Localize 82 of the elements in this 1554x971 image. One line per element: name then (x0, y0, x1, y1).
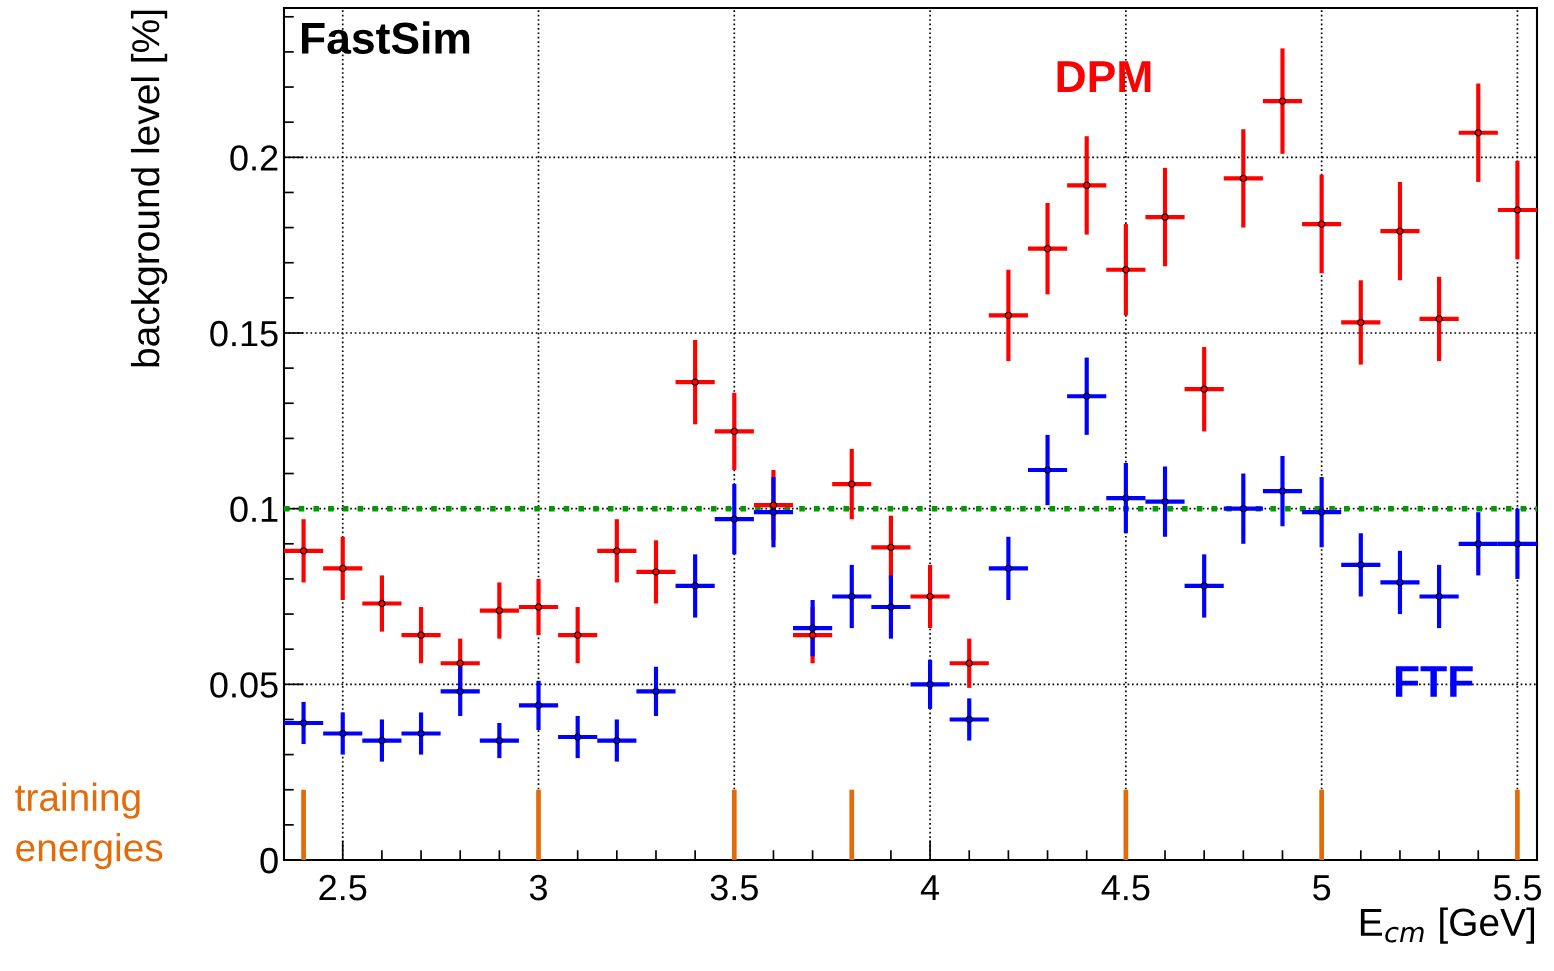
point (456, 659, 464, 667)
point (573, 631, 582, 639)
series-label: FTF (1395, 666, 1473, 697)
point (691, 378, 699, 386)
x-tick-label: 5 (1313, 875, 1331, 901)
x-tick-label: 3 (529, 874, 547, 901)
x-tick-label: 2.5 (319, 874, 367, 901)
y-tick-label: 0 (260, 847, 278, 874)
point (339, 729, 347, 738)
point (1396, 578, 1404, 587)
point (1083, 392, 1091, 400)
y-tick-label: 0.1 (230, 496, 278, 523)
text: DPM (1057, 61, 1151, 92)
annotation: FastSim (302, 21, 470, 55)
point (495, 606, 504, 615)
x-tick-label: 5.5 (1493, 875, 1542, 901)
point (1278, 487, 1287, 495)
point (1083, 181, 1091, 190)
x-axis-title: E$_{cm}$ [GeV] (1360, 907, 1535, 944)
point (613, 736, 621, 745)
point (1357, 561, 1365, 569)
y-tick-label: 0.15 (210, 320, 278, 347)
point (1474, 540, 1482, 548)
point (848, 592, 856, 601)
point (730, 515, 738, 523)
point (848, 480, 856, 488)
point (456, 687, 464, 696)
point (1474, 129, 1482, 137)
point (1043, 466, 1052, 474)
point (769, 501, 778, 509)
point (534, 701, 543, 710)
point (1513, 206, 1522, 214)
point (1161, 213, 1169, 221)
point (652, 568, 660, 576)
point (691, 582, 699, 590)
point (613, 547, 621, 555)
point (1317, 220, 1326, 228)
point (1239, 504, 1248, 513)
point (1200, 385, 1208, 393)
point (1122, 494, 1130, 502)
y-axis-title: background level [%] (130, 10, 168, 367)
point (769, 508, 778, 516)
point (1161, 497, 1169, 506)
point (299, 719, 308, 727)
point (495, 736, 504, 745)
point (1396, 227, 1404, 235)
point (299, 547, 308, 555)
point (808, 624, 817, 632)
point (1357, 318, 1365, 327)
point (1004, 311, 1013, 320)
point (378, 599, 386, 608)
point (417, 631, 425, 639)
point (1435, 592, 1443, 601)
x-tick-label: 3.5 (710, 874, 758, 901)
point (730, 427, 738, 436)
point (1513, 540, 1522, 548)
point (808, 631, 817, 639)
point (417, 729, 425, 738)
point (1317, 508, 1326, 516)
point (339, 564, 347, 573)
point (573, 733, 582, 741)
point (1004, 564, 1013, 573)
point (965, 715, 973, 724)
x-tick-label: 4 (920, 875, 940, 901)
point (965, 659, 973, 667)
point (926, 680, 934, 689)
point (1122, 266, 1130, 274)
point (1043, 244, 1052, 253)
point (1239, 174, 1248, 183)
point (887, 603, 895, 611)
point (887, 543, 895, 551)
point (378, 736, 386, 745)
point (652, 687, 660, 696)
y-tick-label: 0.2 (230, 145, 278, 171)
point (1278, 97, 1287, 105)
point (1200, 582, 1208, 590)
y-tick-label: 0.05 (210, 672, 278, 698)
point (926, 592, 934, 601)
text: training energies (15, 782, 163, 870)
point (1435, 315, 1443, 323)
x-tick-label: 4.5 (1101, 875, 1150, 901)
point (534, 603, 543, 611)
